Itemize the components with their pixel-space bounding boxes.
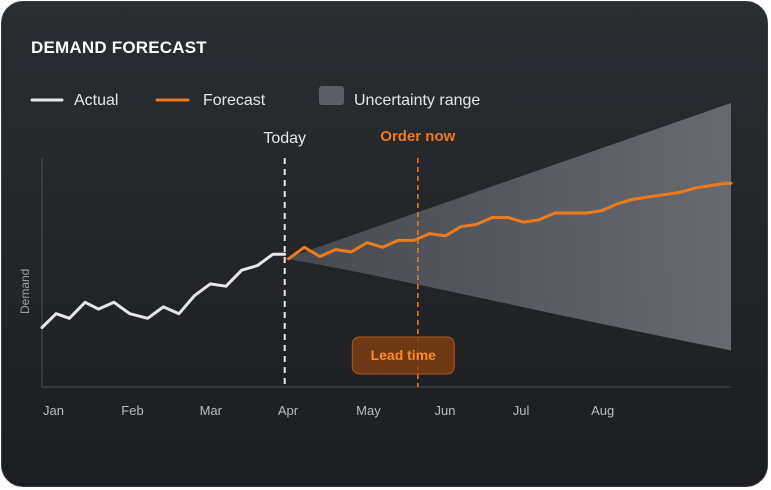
legend-label-forecast: Forecast [203,92,266,109]
x-tick-label: Jan [43,403,64,418]
lead-time-box [351,336,455,375]
chart-title: DEMAND FORECAST [31,38,207,57]
series-line-forecast [287,181,733,261]
uncertainty-band [284,103,731,351]
x-tick-label: Jul [513,403,530,418]
x-tick-label: Apr [278,403,299,418]
legend-swatch-uncertainty [319,86,344,105]
series-line-actual [40,252,287,329]
today-label: Today [263,130,306,147]
legend: Actual Forecast Uncertainty range [30,86,480,109]
x-tick-label: Aug [591,403,614,418]
x-tick-label: Mar [200,403,223,418]
legend-label-uncertainty: Uncertainty range [354,92,480,109]
lead-time-label: Lead time [371,347,437,363]
x-tick-label: Jun [434,403,455,418]
y-axis-label: Demand [18,269,32,314]
x-tick-label: May [356,403,381,418]
x-tick-label: Feb [121,403,143,418]
legend-label-actual: Actual [74,92,118,109]
order-now-label: Order now [380,128,455,145]
